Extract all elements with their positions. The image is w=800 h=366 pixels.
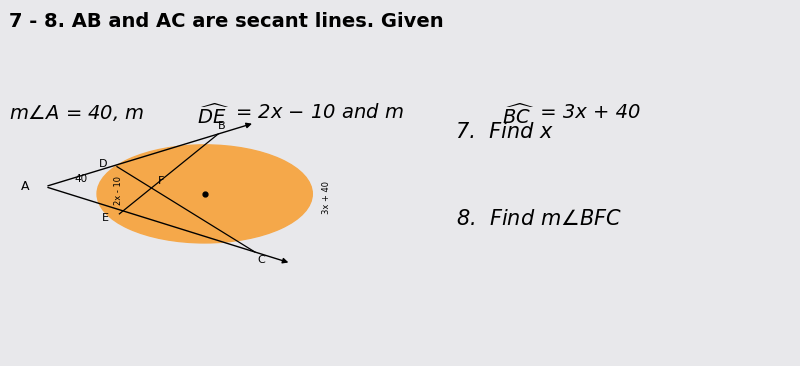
Text: 40: 40	[74, 173, 88, 184]
Text: B: B	[218, 121, 226, 131]
Text: 7 - 8. AB and AC are secant lines. Given: 7 - 8. AB and AC are secant lines. Given	[10, 12, 444, 31]
Text: m$\angle$A = 40, m: m$\angle$A = 40, m	[10, 103, 145, 123]
Text: $\widehat{BC}$: $\widehat{BC}$	[502, 103, 534, 127]
Text: F: F	[158, 176, 164, 186]
Text: $\widehat{DE}$: $\widehat{DE}$	[197, 103, 230, 127]
Text: C: C	[258, 255, 265, 265]
Text: = 3x + 40: = 3x + 40	[534, 103, 640, 122]
Text: 8.  Find m$\angle$BFC: 8. Find m$\angle$BFC	[456, 209, 622, 229]
Text: = 2x $-$ 10 and m: = 2x $-$ 10 and m	[229, 103, 403, 122]
Text: 7.  Find x: 7. Find x	[456, 122, 552, 142]
Text: 3x + 40: 3x + 40	[322, 181, 331, 214]
Text: 2x - 10: 2x - 10	[114, 176, 123, 205]
Text: A: A	[21, 180, 30, 193]
Circle shape	[97, 145, 312, 243]
Text: D: D	[98, 159, 107, 169]
Text: E: E	[102, 213, 109, 223]
